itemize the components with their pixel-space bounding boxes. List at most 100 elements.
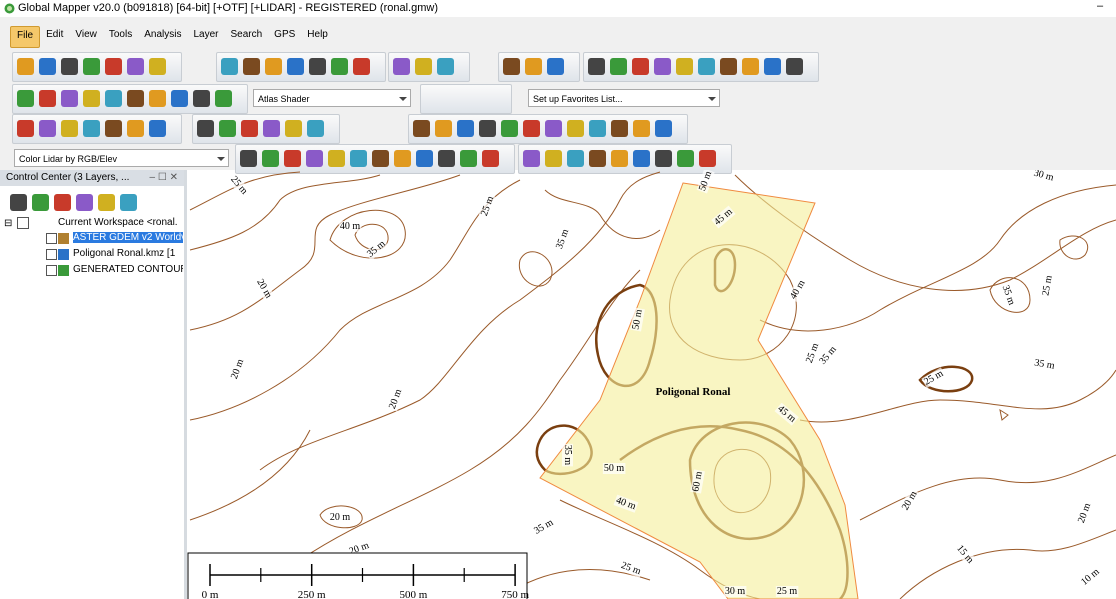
tool-button[interactable] <box>482 150 499 167</box>
workspace-checkbox[interactable] <box>17 217 29 229</box>
tool-button[interactable] <box>307 120 324 137</box>
tool-button[interactable] <box>17 58 34 75</box>
tool-button[interactable] <box>413 120 430 137</box>
tool-button[interactable] <box>105 90 122 107</box>
tool-button[interactable] <box>632 58 649 75</box>
tool-button[interactable] <box>17 90 34 107</box>
tool-button[interactable] <box>221 58 238 75</box>
tool-button[interactable] <box>545 150 562 167</box>
layer-name[interactable]: GENERATED CONTOUR <box>73 264 183 275</box>
tool-button[interactable] <box>105 58 122 75</box>
panel-tool[interactable] <box>32 194 49 211</box>
tool-button[interactable] <box>243 58 260 75</box>
tool-button[interactable] <box>547 58 564 75</box>
tool-button[interactable] <box>241 120 258 137</box>
tool-button[interactable] <box>457 120 474 137</box>
minimize-button[interactable]: – <box>1097 0 1104 12</box>
tool-button[interactable] <box>610 58 627 75</box>
tool-button[interactable] <box>284 150 301 167</box>
tool-button[interactable] <box>699 150 716 167</box>
tool-button[interactable] <box>331 58 348 75</box>
tool-button[interactable] <box>720 58 737 75</box>
tool-button[interactable] <box>350 150 367 167</box>
tool-button[interactable] <box>39 90 56 107</box>
tool-button[interactable] <box>83 58 100 75</box>
polygon-area[interactable] <box>539 182 859 599</box>
tool-button[interactable] <box>742 58 759 75</box>
tool-button[interactable] <box>523 120 540 137</box>
panel-tool[interactable] <box>76 194 93 211</box>
tool-button[interactable] <box>567 150 584 167</box>
tool-button[interactable] <box>149 58 166 75</box>
tool-button[interactable] <box>61 120 78 137</box>
panel-tool[interactable] <box>54 194 71 211</box>
tool-button[interactable] <box>287 58 304 75</box>
tool-button[interactable] <box>525 58 542 75</box>
tool-button[interactable] <box>677 150 694 167</box>
panel-tool[interactable] <box>10 194 27 211</box>
tool-button[interactable] <box>633 120 650 137</box>
tool-button[interactable] <box>633 150 650 167</box>
layer-name[interactable]: Poligonal Ronal.kmz [1 <box>73 248 176 259</box>
tool-button[interactable] <box>263 120 280 137</box>
menu-item[interactable]: GPS <box>274 29 296 40</box>
tool-button[interactable] <box>127 90 144 107</box>
tool-button[interactable] <box>589 150 606 167</box>
tool-button[interactable] <box>219 120 236 137</box>
tool-button[interactable] <box>545 120 562 137</box>
tool-button[interactable] <box>215 90 232 107</box>
menu-item[interactable]: Layer <box>193 29 219 40</box>
tool-button[interactable] <box>416 150 433 167</box>
tool-button[interactable] <box>193 90 210 107</box>
tool-button[interactable] <box>435 120 452 137</box>
tool-button[interactable] <box>460 150 477 167</box>
tool-button[interactable] <box>240 150 257 167</box>
panel-tool[interactable] <box>98 194 115 211</box>
tool-button[interactable] <box>393 58 410 75</box>
tool-button[interactable] <box>39 58 56 75</box>
tool-button[interactable] <box>83 120 100 137</box>
panel-controls[interactable]: – ☐ ✕ <box>149 172 178 183</box>
shader-dropdown[interactable]: Atlas Shader <box>253 89 411 107</box>
tool-button[interactable] <box>353 58 370 75</box>
tool-button[interactable] <box>437 58 454 75</box>
tool-button[interactable] <box>372 150 389 167</box>
tool-button[interactable] <box>127 58 144 75</box>
tool-button[interactable] <box>265 58 282 75</box>
lidar-dropdown[interactable]: Color Lidar by RGB/Elev <box>14 149 229 167</box>
tool-button[interactable] <box>588 58 605 75</box>
tool-button[interactable] <box>149 90 166 107</box>
tool-button[interactable] <box>61 58 78 75</box>
tool-button[interactable] <box>262 150 279 167</box>
tool-button[interactable] <box>127 120 144 137</box>
tool-button[interactable] <box>285 120 302 137</box>
menu-item[interactable]: Search <box>230 29 263 40</box>
tool-button[interactable] <box>105 120 122 137</box>
tool-button[interactable] <box>438 150 455 167</box>
tool-button[interactable] <box>171 90 188 107</box>
tool-button[interactable] <box>479 120 496 137</box>
tool-button[interactable] <box>17 120 34 137</box>
tool-button[interactable] <box>328 150 345 167</box>
tool-button[interactable] <box>149 120 166 137</box>
layer-name[interactable]: ASTER GDEM v2 Worldv <box>73 232 183 243</box>
tool-button[interactable] <box>655 120 672 137</box>
tool-button[interactable] <box>306 150 323 167</box>
tool-button[interactable] <box>309 58 326 75</box>
menu-item[interactable]: Edit <box>46 29 64 40</box>
tool-button[interactable] <box>197 120 214 137</box>
tool-button[interactable] <box>39 120 56 137</box>
tool-button[interactable] <box>786 58 803 75</box>
menu-item[interactable]: Tools <box>108 29 133 40</box>
tool-button[interactable] <box>501 120 518 137</box>
tool-button[interactable] <box>567 120 584 137</box>
tool-button[interactable] <box>61 90 78 107</box>
menu-item[interactable]: View <box>75 29 97 40</box>
tool-button[interactable] <box>655 150 672 167</box>
tool-button[interactable] <box>764 58 781 75</box>
layer-checkbox[interactable] <box>46 249 57 260</box>
tool-button[interactable] <box>654 58 671 75</box>
tool-button[interactable] <box>611 120 628 137</box>
layer-checkbox[interactable] <box>46 233 57 244</box>
layer-checkbox[interactable] <box>46 265 57 276</box>
